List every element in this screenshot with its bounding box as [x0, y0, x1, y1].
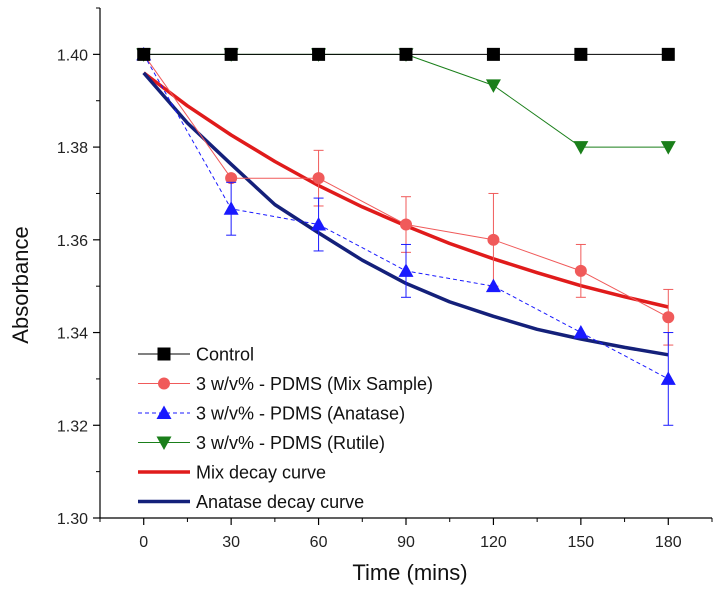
y-tick-label: 1.38: [57, 140, 88, 157]
data-point: [225, 172, 238, 185]
data-point: [485, 278, 501, 293]
y-tick-label: 1.30: [57, 511, 88, 528]
x-tick-label: 0: [139, 534, 148, 551]
legend-marker: [157, 347, 171, 361]
data-point: [399, 47, 413, 61]
x-tick-label: 90: [397, 534, 415, 551]
series-3-w-v-pdms-rutile: [136, 48, 676, 155]
x-tick-label: 180: [655, 534, 682, 551]
y-tick-label: 1.40: [57, 47, 88, 64]
data-point: [486, 47, 500, 61]
data-point: [660, 141, 676, 155]
legend-marker: [156, 436, 172, 450]
legend-label: Control: [196, 345, 254, 365]
legend-label: Anatase decay curve: [196, 492, 364, 512]
legend-layer: Control 3 w/v% - PDMS (Mix Sample) 3 w/v% …: [138, 345, 433, 512]
legend-entry-mix-decay-curve: Mix decay curve: [138, 463, 326, 483]
x-tick-label: 60: [310, 534, 328, 551]
data-point: [224, 47, 238, 61]
x-tick-label: 120: [480, 534, 507, 551]
data-point: [311, 217, 327, 231]
legend-label: Mix decay curve: [196, 463, 326, 483]
legend-label: 3 w/v% - PDMS (Anatase): [196, 404, 405, 424]
x-axis-title: Time (mins): [352, 560, 467, 585]
y-tick-label: 1.32: [57, 418, 88, 435]
data-point: [662, 311, 675, 324]
legend-label: 3 w/v% - PDMS (Rutile): [196, 433, 385, 453]
ticks-layer: 0 30 60 90 120 150 180 1.30 1.32 1.34 1.36 1.38 1.40: [57, 7, 713, 551]
legend-entry-3-w-v-pdms-anatase: 3 w/v% - PDMS (Anatase): [138, 404, 405, 424]
data-point: [660, 371, 676, 385]
data-point: [223, 201, 239, 215]
legend-marker: [158, 377, 170, 390]
data-point: [573, 141, 589, 155]
legend-entry-3-w-v-pdms-mix-sample: 3 w/v% - PDMS (Mix Sample): [138, 374, 433, 394]
legend-marker: [156, 405, 172, 419]
legend-entry-control: Control: [138, 345, 254, 365]
series-3-w-v-pdms-mix-sample: [137, 48, 675, 346]
series-line: [143, 53, 669, 148]
x-tick-label: 30: [222, 534, 240, 551]
series-control: [137, 47, 675, 61]
data-point: [137, 47, 151, 61]
data-point: [573, 325, 589, 339]
legend-entry-3-w-v-pdms-rutile: 3 w/v% - PDMS (Rutile): [138, 433, 385, 453]
data-point: [661, 47, 675, 61]
legend-entry-anatase-decay-curve: Anatase decay curve: [138, 492, 364, 512]
data-point: [398, 263, 414, 277]
data-point: [485, 79, 501, 93]
data-point: [487, 233, 500, 246]
series-layer: [136, 46, 676, 426]
y-axis-title: Absorbance: [8, 226, 33, 343]
legend-label: 3 w/v% - PDMS (Mix Sample): [196, 374, 433, 394]
data-point: [400, 218, 412, 231]
data-point: [312, 47, 326, 61]
data-point: [312, 172, 325, 185]
data-point: [574, 264, 587, 277]
y-tick-label: 1.34: [57, 326, 88, 343]
x-tick-label: 150: [568, 534, 595, 551]
y-tick-label: 1.36: [57, 233, 88, 250]
data-point: [574, 47, 588, 61]
